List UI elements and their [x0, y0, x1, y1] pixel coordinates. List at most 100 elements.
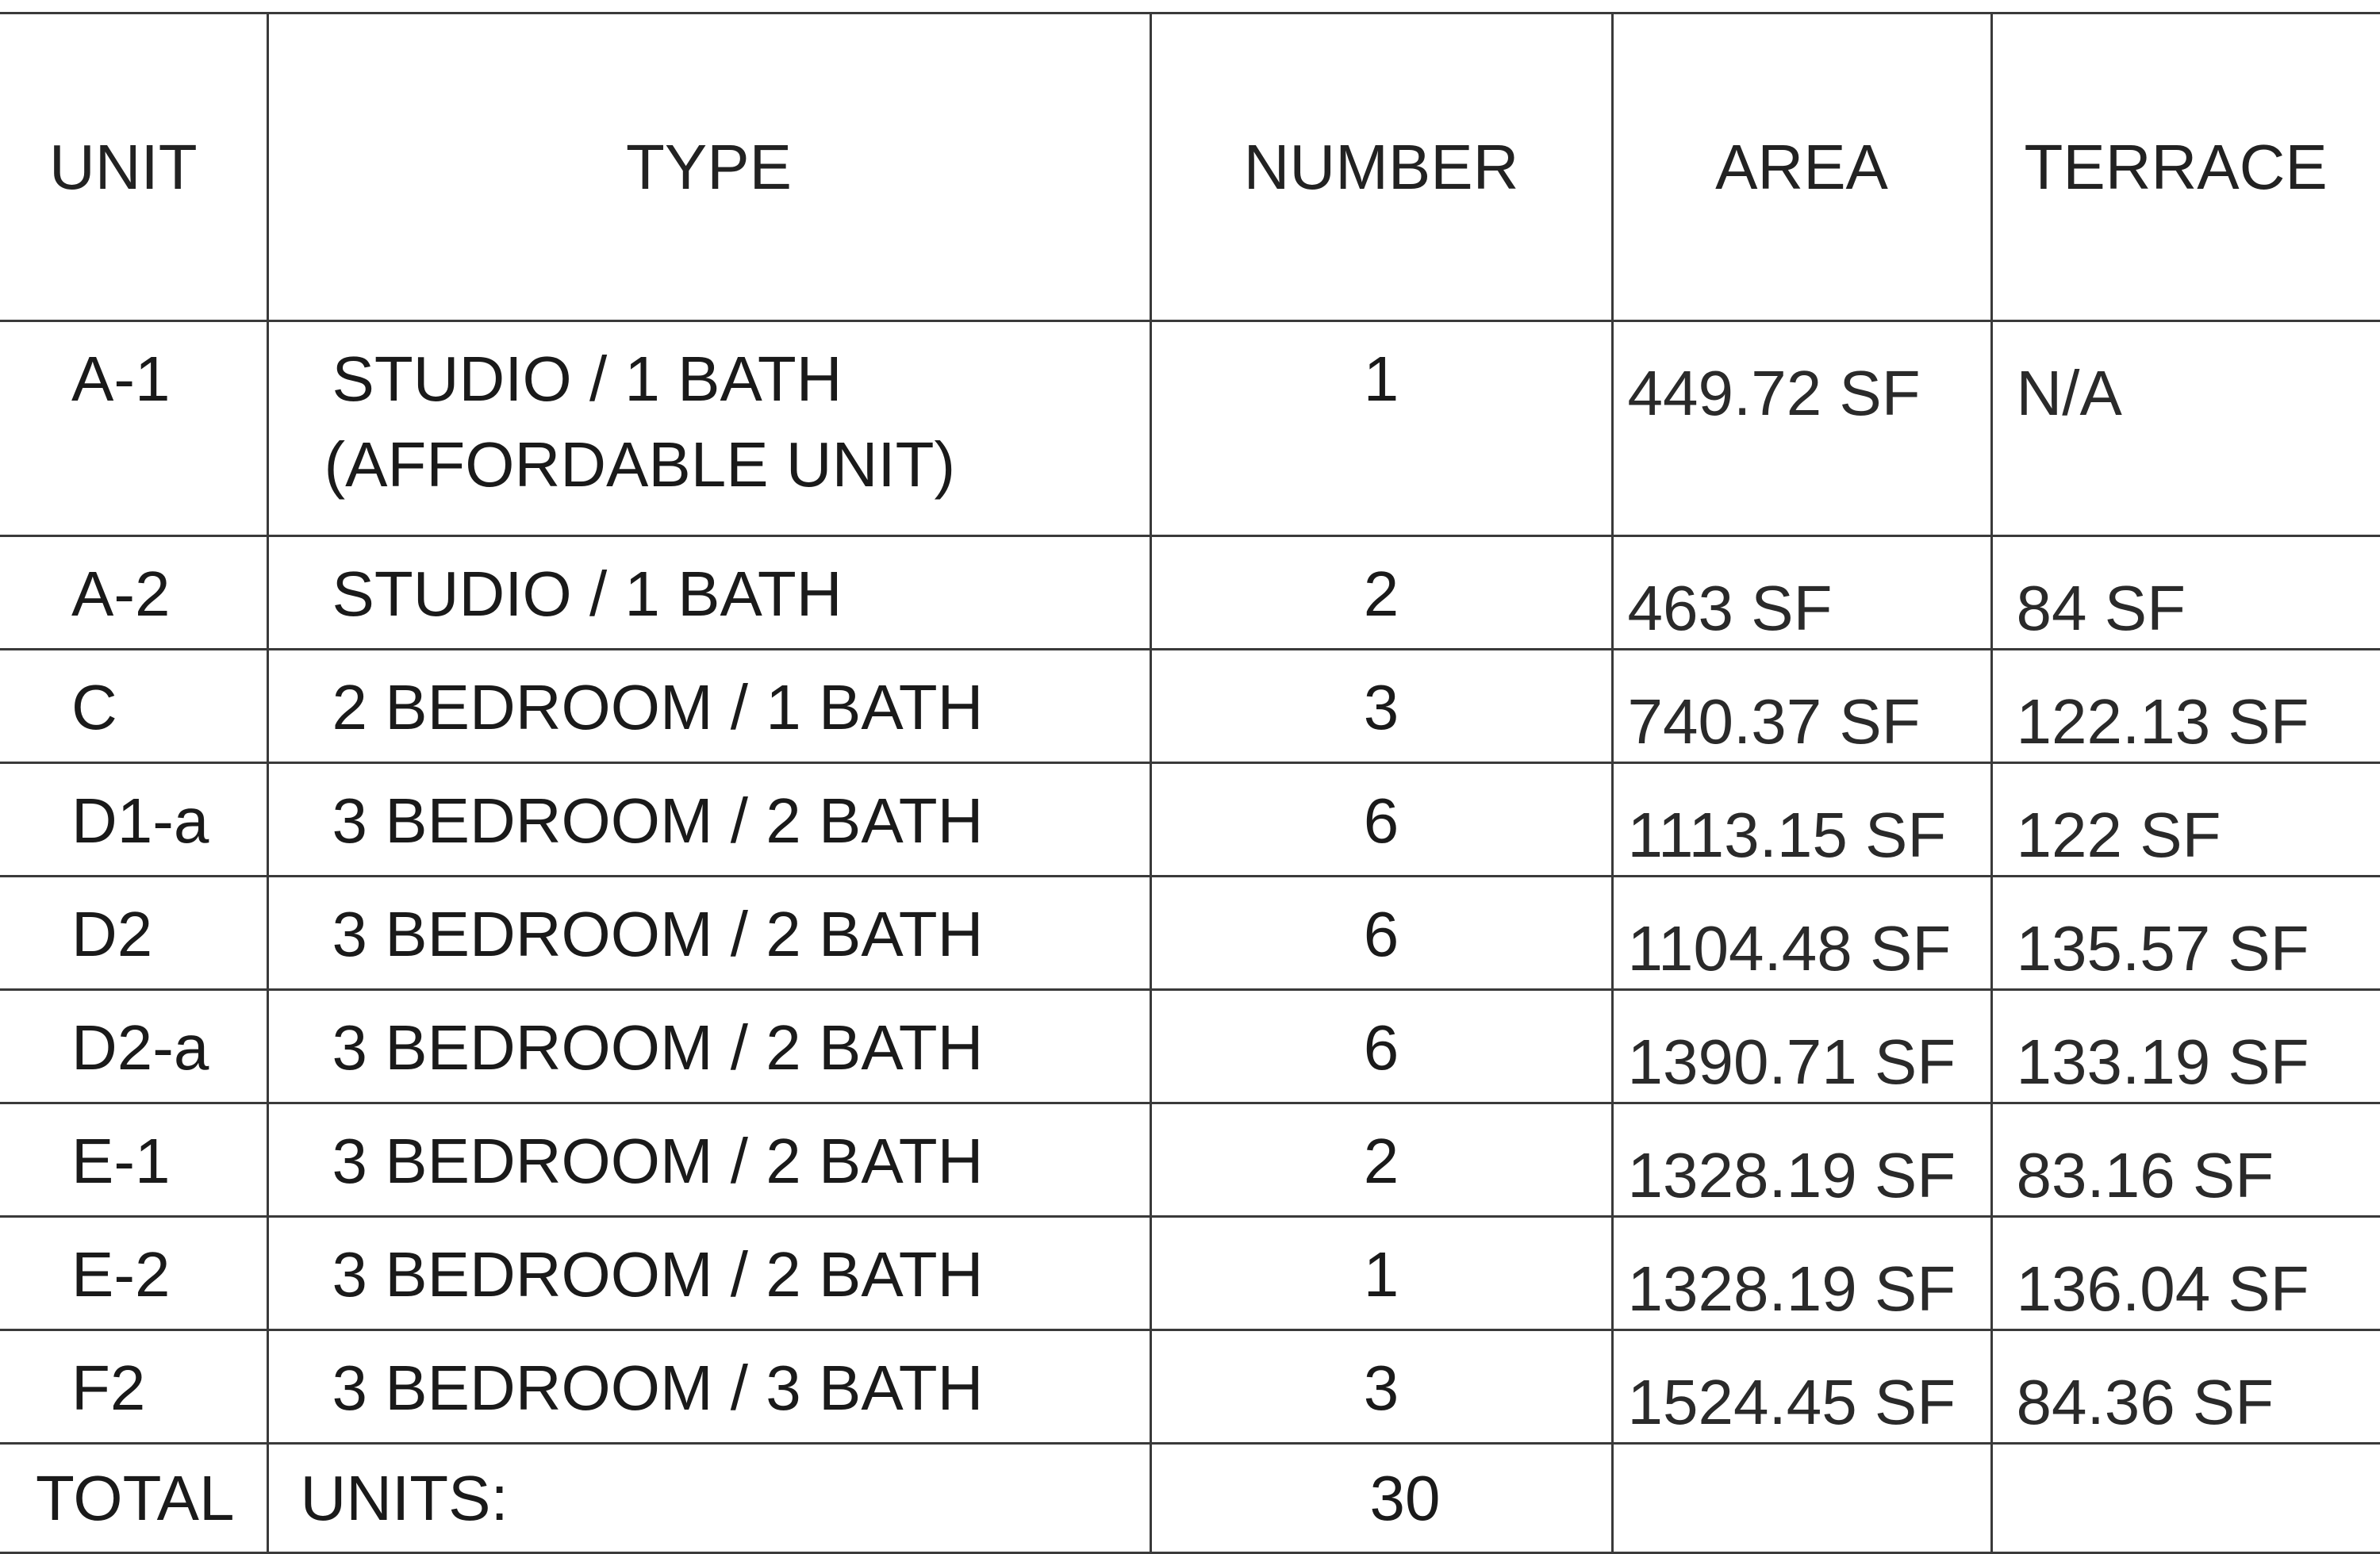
unit-value: E-2 [71, 1235, 267, 1314]
area-value: 1104.48 SF [1628, 909, 1990, 988]
total-area [1612, 1444, 1991, 1553]
cell-terrace: 84 SF [1991, 536, 2380, 650]
cell-terrace: 136.04 SF [1991, 1217, 2380, 1330]
header-type: TYPE [267, 13, 1150, 321]
unit-value: D2 [71, 895, 267, 974]
area-value: 463 SF [1628, 569, 1990, 648]
terrace-value: 84 SF [2017, 569, 2380, 648]
terrace-value: 136.04 SF [2017, 1249, 2380, 1329]
cell-type: 3 BEDROOM / 2 BATH [267, 1217, 1150, 1330]
terrace-value: 122.13 SF [2017, 682, 2380, 762]
terrace-value: 83.16 SF [2017, 1136, 2380, 1215]
type-note: (AFFORDABLE UNIT) [324, 425, 1150, 505]
cell-terrace: 133.19 SF [1991, 990, 2380, 1103]
area-value: 449.72 SF [1628, 354, 1990, 433]
area-value: 1328.19 SF [1628, 1136, 1990, 1215]
cell-unit: D2 [0, 877, 267, 990]
cell-area: 1104.48 SF [1612, 877, 1991, 990]
cell-area: 740.37 SF [1612, 650, 1991, 763]
cell-unit: A-2 [0, 536, 267, 650]
cell-unit: D2-a [0, 990, 267, 1103]
unit-value: E-1 [71, 1122, 267, 1201]
cell-area: 1524.45 SF [1612, 1330, 1991, 1444]
cell-area: 1328.19 SF [1612, 1103, 1991, 1217]
cell-area: 1328.19 SF [1612, 1217, 1991, 1330]
type-value: 3 BEDROOM / 3 BATH [332, 1349, 1150, 1428]
number-value: 1 [1152, 1235, 1611, 1314]
header-row: UNIT TYPE NUMBER AREA TERRACE [0, 13, 2380, 321]
header-unit: UNIT [0, 13, 267, 321]
area-value: 1390.71 SF [1628, 1023, 1990, 1102]
cell-area: 463 SF [1612, 536, 1991, 650]
number-value: 3 [1152, 1349, 1611, 1428]
terrace-value: 135.57 SF [2017, 909, 2380, 988]
total-unit: TOTAL [0, 1444, 267, 1553]
cell-unit: D1-a [0, 763, 267, 877]
cell-number: 6 [1150, 877, 1612, 990]
cell-unit: E-1 [0, 1103, 267, 1217]
area-value: 740.37 SF [1628, 682, 1990, 762]
header-area: AREA [1612, 13, 1991, 321]
unit-value: F2 [71, 1349, 267, 1428]
total-number: 30 [1150, 1444, 1612, 1553]
type-value: 3 BEDROOM / 2 BATH [332, 895, 1150, 974]
cell-terrace: 135.57 SF [1991, 877, 2380, 990]
cell-unit: A-1 [0, 321, 267, 536]
cell-type: 2 BEDROOM / 1 BATH [267, 650, 1150, 763]
cell-type: 3 BEDROOM / 2 BATH [267, 763, 1150, 877]
total-terrace [1991, 1444, 2380, 1553]
type-value: 3 BEDROOM / 2 BATH [332, 1008, 1150, 1088]
area-value: 1328.19 SF [1628, 1249, 1990, 1329]
cell-terrace: 83.16 SF [1991, 1103, 2380, 1217]
unit-value: D2-a [71, 1008, 267, 1088]
cell-terrace: 122.13 SF [1991, 650, 2380, 763]
cell-number: 1 [1150, 1217, 1612, 1330]
cell-unit: C [0, 650, 267, 763]
unit-value: A-2 [71, 554, 267, 634]
unit-value: C [71, 668, 267, 747]
area-value: 1524.45 SF [1628, 1363, 1990, 1442]
cell-type: STUDIO / 1 BATH [267, 536, 1150, 650]
header-terrace: TERRACE [1991, 13, 2380, 321]
cell-type: 3 BEDROOM / 2 BATH [267, 990, 1150, 1103]
number-value: 2 [1152, 554, 1611, 634]
cell-terrace: 122 SF [1991, 763, 2380, 877]
header-number: NUMBER [1150, 13, 1612, 321]
area-value: 1113.15 SF [1628, 796, 1990, 875]
cell-area: 1390.71 SF [1612, 990, 1991, 1103]
unit-value: A-1 [71, 340, 267, 419]
type-value: STUDIO / 1 BATH [332, 554, 1150, 634]
cell-number: 3 [1150, 650, 1612, 763]
type-value: 3 BEDROOM / 2 BATH [332, 781, 1150, 861]
number-value: 6 [1152, 1008, 1611, 1088]
cell-type: 3 BEDROOM / 2 BATH [267, 1103, 1150, 1217]
cell-area: 449.72 SF [1612, 321, 1991, 536]
cell-number: 3 [1150, 1330, 1612, 1444]
cell-unit: E-2 [0, 1217, 267, 1330]
cell-number: 6 [1150, 763, 1612, 877]
cell-type: 3 BEDROOM / 2 BATH [267, 877, 1150, 990]
cell-terrace: 84.36 SF [1991, 1330, 2380, 1444]
type-value: 3 BEDROOM / 2 BATH [332, 1122, 1150, 1201]
cell-unit: F2 [0, 1330, 267, 1444]
number-value: 6 [1152, 895, 1611, 974]
cell-type: STUDIO / 1 BATH(AFFORDABLE UNIT) [267, 321, 1150, 536]
type-value: 2 BEDROOM / 1 BATH [332, 668, 1150, 747]
cell-terrace: N/A [1991, 321, 2380, 536]
number-value: 3 [1152, 668, 1611, 747]
terrace-value: 122 SF [2017, 796, 2380, 875]
number-value: 1 [1152, 340, 1611, 419]
unit-value: D1-a [71, 781, 267, 861]
number-value: 2 [1152, 1122, 1611, 1201]
